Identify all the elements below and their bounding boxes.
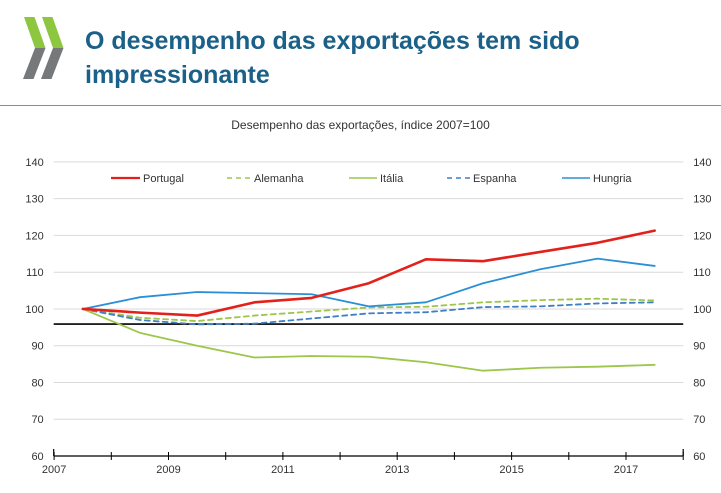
svg-text:70: 70 <box>31 414 43 426</box>
svg-text:140: 140 <box>25 157 43 169</box>
svg-text:90: 90 <box>693 341 705 353</box>
svg-text:60: 60 <box>693 451 705 463</box>
svg-text:2007: 2007 <box>42 464 66 476</box>
svg-text:90: 90 <box>31 341 43 353</box>
svg-text:140: 140 <box>693 157 711 169</box>
svg-text:100: 100 <box>693 304 711 316</box>
svg-text:2013: 2013 <box>385 464 409 476</box>
svg-text:Portugal: Portugal <box>143 173 184 185</box>
svg-text:120: 120 <box>25 230 43 242</box>
svg-text:2015: 2015 <box>499 464 523 476</box>
svg-text:Itália: Itália <box>380 173 404 185</box>
svg-text:110: 110 <box>26 267 44 279</box>
svg-text:2009: 2009 <box>156 464 180 476</box>
svg-text:110: 110 <box>693 267 711 279</box>
svg-text:120: 120 <box>693 230 711 242</box>
svg-text:Espanha: Espanha <box>473 173 517 185</box>
svg-text:70: 70 <box>693 414 705 426</box>
svg-text:Hungria: Hungria <box>593 173 632 185</box>
svg-text:60: 60 <box>31 451 43 463</box>
svg-text:Alemanha: Alemanha <box>254 173 304 185</box>
svg-text:80: 80 <box>31 378 43 390</box>
svg-text:130: 130 <box>693 194 711 206</box>
svg-text:100: 100 <box>25 304 43 316</box>
svg-text:2017: 2017 <box>614 464 638 476</box>
svg-text:2011: 2011 <box>271 464 295 476</box>
svg-text:130: 130 <box>25 194 43 206</box>
svg-text:80: 80 <box>693 378 705 390</box>
